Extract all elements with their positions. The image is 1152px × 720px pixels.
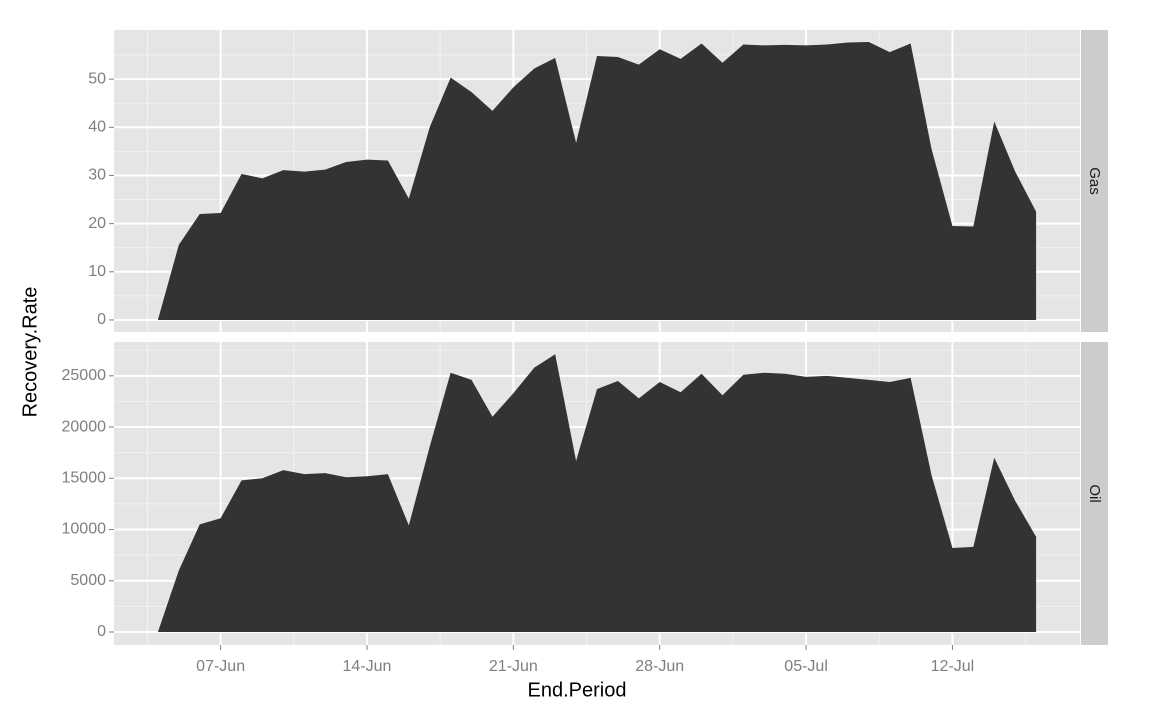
area [157, 42, 1037, 320]
x-tick-label: 21-Jun [489, 658, 538, 675]
y-axis-title: Recovery.Rate [19, 287, 41, 418]
y-tick-label: 30 [88, 167, 106, 184]
y-tick-label: 0 [97, 623, 106, 640]
y-tick-label: 15000 [62, 470, 107, 487]
area [157, 354, 1037, 632]
y-tick-label: 25000 [62, 367, 107, 384]
x-tick-label: 28-Jun [635, 658, 684, 675]
x-tick-label: 12-Jul [931, 658, 975, 675]
strip-background [1081, 342, 1108, 645]
x-tick-label: 07-Jun [196, 658, 245, 675]
y-tick-label: 20 [88, 215, 106, 232]
strip-label: Oil [1086, 484, 1103, 502]
y-tick-label: 40 [88, 119, 106, 136]
y-tick-label: 20000 [62, 418, 107, 435]
x-tick-label: 05-Jul [784, 658, 828, 675]
strip-label: Gas [1086, 167, 1103, 195]
y-tick-label: 10 [88, 263, 106, 280]
y-tick-label: 50 [88, 70, 106, 87]
strip-background [1081, 30, 1108, 332]
y-tick-label: 5000 [70, 572, 106, 589]
x-axis-title: End.Period [528, 679, 627, 701]
y-tick-label: 10000 [62, 521, 107, 538]
y-tick-label: 0 [97, 311, 106, 328]
x-tick-label: 14-Jun [343, 658, 392, 675]
